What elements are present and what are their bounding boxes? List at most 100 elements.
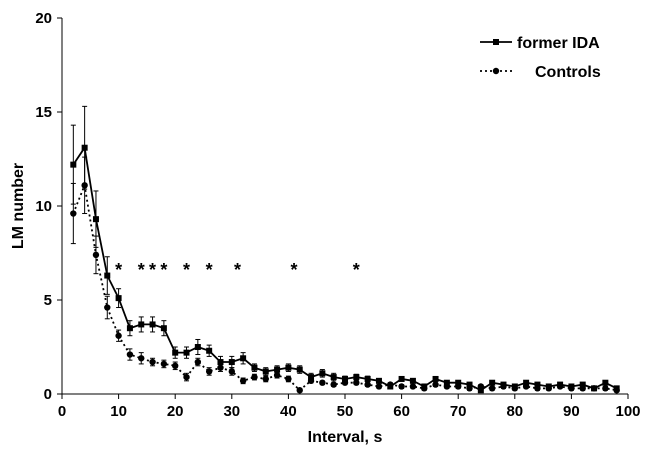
x-tick-label: 30 [223,403,240,420]
data-point-circle [477,383,485,390]
data-point-circle [545,385,552,392]
x-tick-label: 10 [110,403,127,420]
data-point-square [330,374,337,381]
data-point-circle [104,304,111,311]
significance-star: * [115,260,122,280]
data-point-circle [579,385,586,392]
data-point-circle [126,351,134,358]
data-point-circle [92,251,100,259]
data-point-square [319,370,326,377]
significance-star: * [138,260,145,280]
data-point-square [138,321,145,328]
data-point-circle [466,385,473,392]
significance-star: * [160,260,167,280]
data-point-square [398,375,405,382]
data-point-circle [375,383,383,390]
data-point-circle [613,387,620,394]
y-tick-label: 0 [44,386,52,403]
y-tick-label: 20 [35,10,52,27]
data-point-circle [341,379,349,386]
data-point-square [602,379,609,386]
data-point-circle [239,377,247,385]
data-point-circle [590,385,598,392]
data-point-square [579,381,586,388]
data-point-square [172,349,179,356]
significance-star: * [234,260,241,280]
data-point-square [228,359,235,366]
x-tick-label: 0 [58,403,66,420]
y-tick-label: 10 [35,198,52,215]
data-point-circle [500,383,507,390]
series-controls [70,156,620,394]
x-ticks: 0 10 20 30 40 50 60 70 80 90 100 [58,394,641,420]
data-point-square [126,325,133,332]
data-point-square [206,347,213,354]
significance-star: * [206,260,213,280]
data-point-square [534,381,541,388]
x-tick-label: 20 [167,403,184,420]
data-point-circle [319,379,326,386]
data-point-circle [398,383,405,390]
data-point-circle [602,385,609,392]
legend-item-former-ida: former IDA [480,35,600,52]
data-point-square [466,381,473,388]
data-point-circle [115,332,122,339]
x-tick-label: 60 [393,403,410,420]
significance-star: * [291,260,298,280]
data-point-circle [138,355,145,362]
data-point-square [353,374,360,381]
data-point-circle [296,387,303,394]
significance-markers: * * * * * * * * * [115,260,360,280]
y-tick-label: 15 [35,104,52,121]
axes: 0 5 10 15 20 0 10 20 30 40 50 60 70 80 90 100 [35,10,640,420]
data-point-square [308,374,315,381]
data-point-circle [194,358,202,366]
data-point-circle [205,368,213,375]
data-point-circle [364,381,371,388]
data-point-square [342,375,348,382]
data-point-circle [307,377,315,385]
data-point-square [455,379,462,386]
legend: former IDA Controls [480,35,601,81]
data-point-square [183,349,190,356]
data-point-square [217,359,224,366]
data-point-circle [262,375,269,383]
data-point-square [262,368,269,375]
data-point-square [443,379,450,386]
data-point-square [432,375,439,382]
data-point-circle [432,381,439,388]
data-point-square [81,144,88,151]
significance-star: * [353,260,360,280]
y-ticks: 0 5 10 15 20 [35,10,62,403]
data-point-circle [160,360,168,368]
data-point-square [149,321,156,328]
x-tick-label: 80 [506,403,523,420]
series-line-controls [72,181,617,392]
data-point-square [477,387,484,394]
data-point-circle [183,373,190,381]
data-point-circle [285,375,292,383]
data-point-circle [522,383,530,390]
significance-star: * [183,260,190,280]
x-axis-title: Interval, s [308,429,383,446]
data-point-circle [273,372,281,379]
data-point-square [364,375,371,382]
data-point-circle [511,385,518,392]
data-point-circle [409,383,417,390]
data-point-square [285,364,292,371]
legend-circle-marker [492,67,500,75]
series-layer [70,105,620,394]
data-point-circle [81,182,88,189]
data-point-circle [455,383,462,390]
legend-label-controls: Controls [535,64,601,81]
x-tick-label: 70 [450,403,467,420]
data-point-circle [149,358,156,366]
data-point-circle [568,385,575,392]
data-point-square [375,377,382,384]
x-tick-label: 100 [615,403,640,420]
data-point-square [240,355,247,362]
data-point-circle [488,385,496,392]
data-point-circle [353,379,360,386]
